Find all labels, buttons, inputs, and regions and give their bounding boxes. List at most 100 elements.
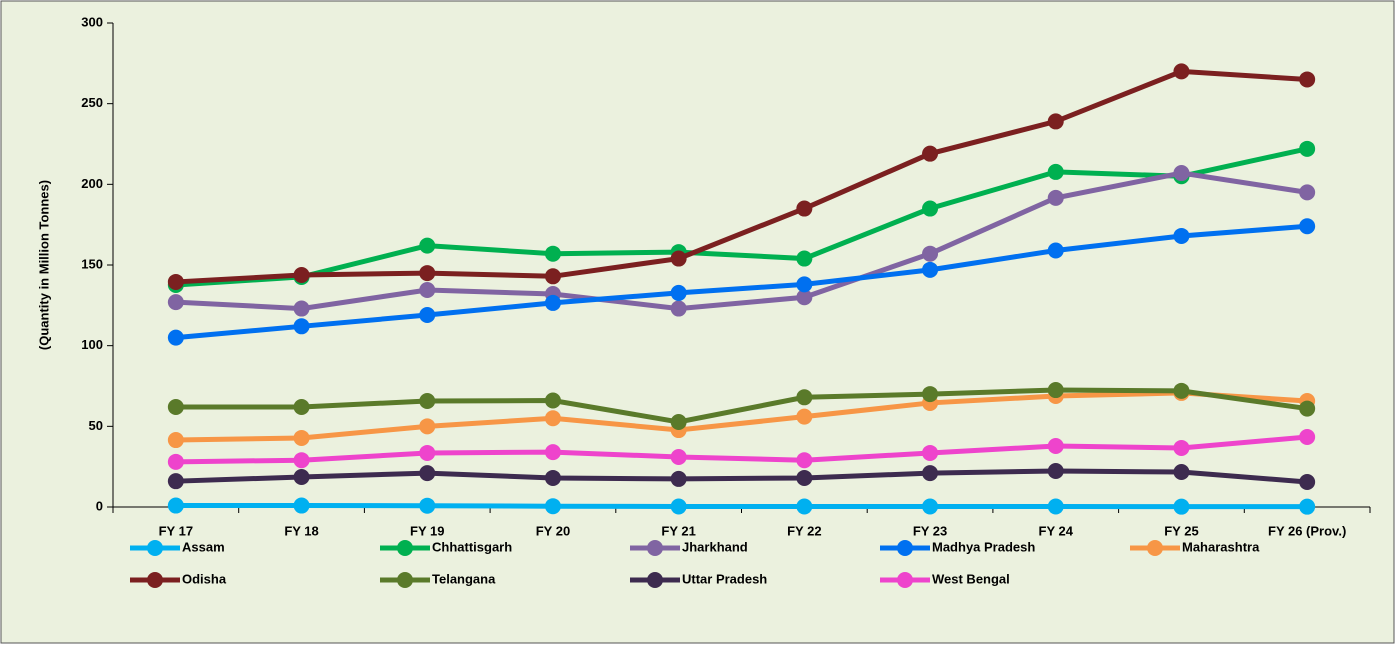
data-point (293, 318, 310, 335)
series-line (175, 390, 1308, 443)
data-point (1047, 382, 1064, 399)
legend-label: Telangana (432, 571, 496, 586)
legend-label: Jharkhand (682, 539, 748, 554)
data-point (1299, 473, 1316, 490)
data-point (293, 300, 310, 317)
x-tick-label: FY 20 (536, 523, 570, 538)
data-point (670, 413, 687, 430)
data-point (670, 498, 687, 515)
x-tick-label: FY 24 (1039, 523, 1074, 538)
data-point (796, 452, 813, 469)
data-point (293, 452, 310, 469)
data-point (167, 294, 184, 311)
data-point (544, 498, 561, 515)
data-point (167, 473, 184, 490)
series-line (175, 387, 1308, 425)
legend-label: West Bengal (932, 571, 1010, 586)
data-point (419, 418, 436, 435)
data-point (922, 498, 939, 515)
data-point (1047, 438, 1064, 455)
data-point (796, 389, 813, 406)
data-point (922, 261, 939, 278)
data-point (1173, 382, 1190, 399)
data-point (1299, 140, 1316, 157)
x-tick-label: FY 25 (1164, 523, 1198, 538)
y-tick-label: 300 (81, 14, 103, 29)
data-point (922, 386, 939, 403)
x-tick-label: FY 18 (284, 523, 318, 538)
data-point (1047, 113, 1064, 130)
data-point (544, 268, 561, 285)
data-point (1173, 498, 1190, 515)
x-tick-label: FY 23 (913, 523, 947, 538)
data-point (1299, 498, 1316, 515)
y-tick-label: 50 (89, 418, 103, 433)
data-point (419, 465, 436, 482)
legend-label: Odisha (182, 571, 227, 586)
data-point (419, 444, 436, 461)
legend-marker (897, 572, 913, 588)
data-point (167, 398, 184, 415)
data-point (1173, 463, 1190, 480)
legend-marker (647, 540, 663, 556)
data-point (293, 267, 310, 284)
series-line (175, 468, 1308, 485)
legend-marker (147, 540, 163, 556)
x-tick-label: FY 17 (159, 523, 193, 538)
series-line (175, 434, 1308, 465)
x-tick-label: FY 26 (Prov.) (1268, 523, 1346, 538)
data-point (419, 307, 436, 324)
data-point (1047, 498, 1064, 515)
data-point (1047, 463, 1064, 480)
series-line (175, 170, 1308, 312)
y-tick-label: 250 (81, 95, 103, 110)
y-tick-label: 100 (81, 337, 103, 352)
series-line (175, 68, 1308, 285)
x-tick-label: FY 21 (661, 523, 695, 538)
data-point (922, 200, 939, 217)
data-point (670, 250, 687, 267)
y-axis-label: (Quantity in Million Tonnes) (36, 180, 51, 350)
series-line (175, 146, 1308, 288)
legend-marker (1147, 540, 1163, 556)
data-point (796, 408, 813, 425)
legend-label: Madhya Pradesh (932, 539, 1035, 554)
data-point (544, 392, 561, 409)
data-point (796, 498, 813, 515)
legend-marker (397, 540, 413, 556)
data-point (796, 200, 813, 217)
data-point (1047, 163, 1064, 180)
data-point (1299, 71, 1316, 88)
data-point (293, 468, 310, 485)
y-tick-label: 200 (81, 176, 103, 191)
data-point (1173, 63, 1190, 80)
data-point (1173, 439, 1190, 456)
data-point (670, 448, 687, 465)
y-tick-label: 0 (96, 498, 103, 513)
data-point (670, 284, 687, 301)
data-point (544, 410, 561, 427)
data-point (922, 245, 939, 262)
data-point (293, 398, 310, 415)
data-point (1299, 428, 1316, 445)
series-line (175, 223, 1308, 341)
data-point (544, 294, 561, 311)
data-point (167, 453, 184, 470)
data-point (1299, 400, 1316, 417)
data-point (167, 329, 184, 346)
data-point (1047, 189, 1064, 206)
data-point (1047, 242, 1064, 259)
legend-marker (147, 572, 163, 588)
data-point (922, 465, 939, 482)
legend-marker (397, 572, 413, 588)
data-point (167, 273, 184, 290)
legend-label: Uttar Pradesh (682, 571, 767, 586)
data-point (544, 444, 561, 461)
legend-marker (897, 540, 913, 556)
x-tick-label: FY 19 (410, 523, 444, 538)
data-point (922, 444, 939, 461)
data-point (796, 250, 813, 267)
data-point (167, 497, 184, 514)
